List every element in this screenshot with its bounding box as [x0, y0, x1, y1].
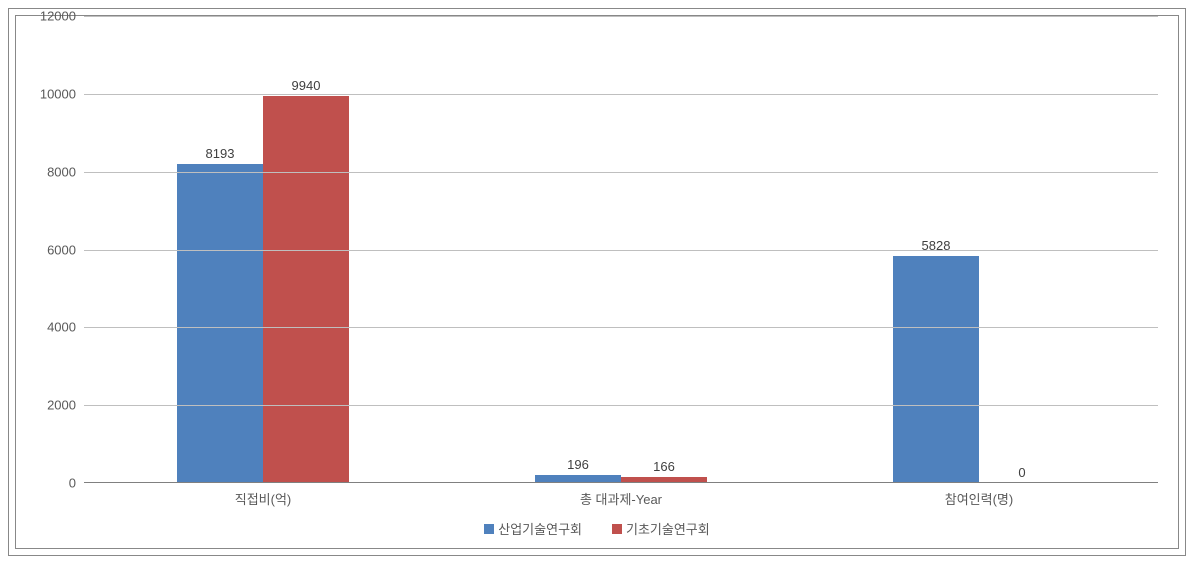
gridline: [84, 327, 1158, 328]
bar: [263, 96, 349, 483]
y-axis: 020004000600080001000012000: [16, 16, 84, 483]
legend-swatch: [484, 524, 494, 534]
y-tick-label: 10000: [40, 86, 76, 101]
bar-value-label: 8193: [206, 146, 235, 161]
legend: 산업기술연구회 기초기술연구회: [16, 511, 1178, 548]
chart-inner-frame: 020004000600080001000012000 819399401961…: [15, 15, 1179, 549]
y-tick-label: 0: [69, 476, 76, 491]
bar: [177, 164, 263, 483]
x-axis-baseline: [84, 482, 1158, 483]
bar-value-label: 9940: [292, 78, 321, 93]
legend-label: 산업기술연구회: [498, 519, 582, 538]
bar: [893, 256, 979, 483]
gridline: [84, 405, 1158, 406]
x-tick-label: 참여인력(명): [800, 483, 1158, 508]
plot-row: 020004000600080001000012000 819399401961…: [16, 16, 1178, 483]
gridline: [84, 250, 1158, 251]
bar-value-label: 166: [653, 459, 675, 474]
x-axis-row: 직접비(억)총 대과제-Year참여인력(명): [16, 483, 1178, 511]
y-tick-label: 6000: [47, 242, 76, 257]
gridline: [84, 94, 1158, 95]
legend-swatch: [612, 524, 622, 534]
bar-value-label: 0: [1018, 465, 1025, 480]
legend-item: 산업기술연구회: [484, 519, 582, 538]
y-tick-label: 8000: [47, 164, 76, 179]
y-tick-label: 2000: [47, 398, 76, 413]
plot-area: 8193 9940 196 166 5828 0: [84, 16, 1158, 483]
legend-item: 기초기술연구회: [612, 519, 710, 538]
chart-outer-frame: 0 2000 4000 6000 8000 10000 12000 8193 9940 196 1…: [8, 8, 1186, 556]
x-tick-label: 직접비(억): [84, 483, 442, 508]
gridline: [84, 16, 1158, 17]
y-tick-label: 12000: [40, 9, 76, 24]
y-tick-label: 4000: [47, 320, 76, 335]
x-axis-labels: 직접비(억)총 대과제-Year참여인력(명): [84, 483, 1158, 508]
x-tick-label: 총 대과제-Year: [442, 483, 800, 508]
bar-value-label: 196: [567, 457, 589, 472]
gridline: [84, 172, 1158, 173]
bar-value-label: 5828: [922, 238, 951, 253]
legend-label: 기초기술연구회: [626, 519, 710, 538]
